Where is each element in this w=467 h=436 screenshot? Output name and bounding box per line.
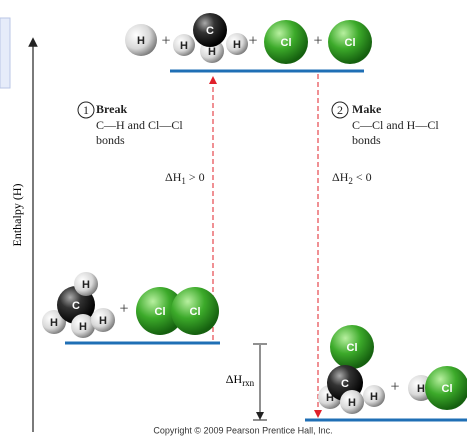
plus-sign: +: [161, 33, 170, 50]
atom-label: Cl: [347, 342, 358, 354]
plus-sign: +: [390, 379, 399, 396]
atom-label: H: [99, 315, 107, 327]
delta-relation: < 0: [353, 170, 372, 184]
atom-label: Cl: [442, 383, 453, 395]
atom-label: C: [72, 300, 80, 312]
atom-label: Cl: [281, 37, 292, 49]
atom-label: Cl: [190, 306, 201, 318]
atom-label: H: [82, 279, 90, 291]
delta-symbol: ΔH: [332, 170, 349, 184]
atom-label: H: [50, 317, 58, 329]
step-action: Break: [96, 102, 127, 116]
window-edge: [0, 18, 10, 88]
step-detail: bonds: [96, 133, 125, 147]
step-detail: C—H and Cl—Cl: [96, 118, 183, 132]
atom-label: H: [180, 40, 188, 52]
atom-label: Cl: [155, 306, 166, 318]
delta-relation: > 0: [186, 170, 205, 184]
step-detail: bonds: [352, 133, 381, 147]
plus-sign: +: [119, 301, 128, 318]
step-number: 2: [337, 103, 343, 117]
delta-h-rxn: ΔHrxn: [226, 372, 255, 388]
atom-label: C: [206, 25, 214, 37]
atom-label: H: [233, 39, 241, 51]
enthalpy-diagram: Enthalpy (H) ΔHrxn 1BreakC—H and Cl—Clbo…: [0, 0, 467, 436]
atom-label: H: [79, 321, 87, 333]
atom-label: H: [370, 391, 378, 403]
atom-label: C: [341, 378, 349, 390]
atom-label: Cl: [345, 37, 356, 49]
delta-h: ΔH1 > 0: [165, 170, 205, 186]
plus-sign: +: [248, 33, 257, 50]
copyright: Copyright © 2009 Pearson Prentice Hall, …: [153, 425, 332, 435]
plus-sign: +: [313, 33, 322, 50]
step-detail: C—Cl and H—Cl: [352, 118, 439, 132]
step-number: 1: [83, 103, 89, 117]
atom-label: H: [208, 46, 216, 58]
delta-symbol: ΔH: [165, 170, 182, 184]
atom-label: H: [417, 383, 425, 395]
delta-h: ΔH2 < 0: [332, 170, 372, 186]
axis-label: Enthalpy (H): [10, 184, 24, 247]
atom-label: H: [137, 35, 145, 47]
step-action: Make: [352, 102, 382, 116]
atom-label: H: [348, 397, 356, 409]
